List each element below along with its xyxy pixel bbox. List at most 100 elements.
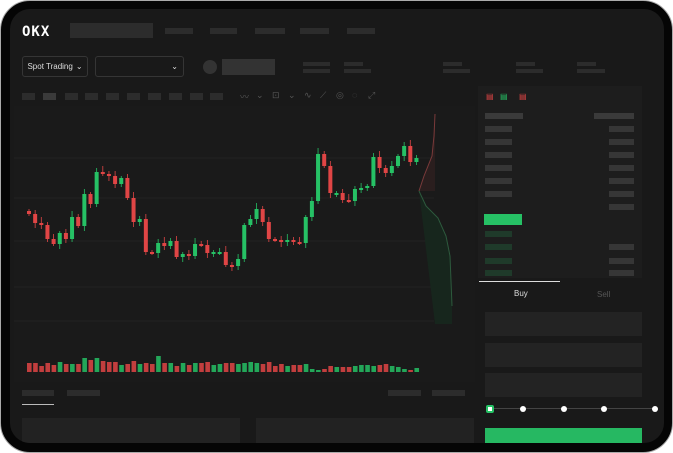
timeframe-button[interactable] xyxy=(210,93,223,100)
buy-submit-button[interactable] xyxy=(485,428,642,443)
chart-tool-icon[interactable]: ◌ xyxy=(352,90,358,100)
candle-body xyxy=(186,254,191,256)
tab-underline xyxy=(22,404,54,405)
timeframe-button[interactable] xyxy=(148,93,161,100)
spot-trading-button[interactable]: Spot Trading ⌄ xyxy=(22,56,88,77)
candle-body xyxy=(33,214,38,223)
chart-tool-icon[interactable]: ⌄ xyxy=(256,90,264,100)
candle-body xyxy=(377,157,382,168)
chart-canvas xyxy=(14,113,453,372)
chart-tool-icon[interactable]: ∿ xyxy=(304,90,312,100)
ask-size xyxy=(609,126,634,132)
tab-sell[interactable]: Sell xyxy=(597,290,611,299)
depth-asks-area xyxy=(419,114,435,191)
volume-bar xyxy=(45,363,51,372)
slider-step[interactable] xyxy=(520,406,526,412)
screen: OKX Spot Trading ⌄ ⌄ 〰 ⌄ ⊡ ⌄ ∿ ⟋ ◎ ◌ ⤢ ▤ ▤ ▤ Buy … xyxy=(10,9,664,443)
timeframe-button[interactable] xyxy=(190,93,203,100)
chart-tool-icon[interactable]: ⌄ xyxy=(288,90,296,100)
candle-body xyxy=(94,172,99,204)
candle-body xyxy=(322,154,327,166)
volume-bar xyxy=(371,366,376,372)
nav-item[interactable] xyxy=(347,28,375,34)
timeframe-button[interactable] xyxy=(65,93,78,100)
amount-input[interactable] xyxy=(485,343,642,367)
bid-price xyxy=(485,270,512,276)
ask-size xyxy=(609,191,634,197)
nav-item[interactable] xyxy=(210,28,237,34)
volume-bar xyxy=(143,363,149,372)
candle-body xyxy=(125,178,130,198)
volume-bar xyxy=(205,362,210,372)
timeframe-button[interactable] xyxy=(169,93,182,100)
candle-body xyxy=(143,219,148,252)
volume-bar xyxy=(168,363,174,372)
slider-step[interactable] xyxy=(652,406,658,412)
bid-price xyxy=(485,258,512,264)
volume-bar xyxy=(223,363,229,372)
candle-body xyxy=(408,146,413,162)
orderbook-both-icon[interactable]: ▤ xyxy=(486,92,494,101)
chevron-down-icon: ⌄ xyxy=(171,62,178,71)
volume-bar xyxy=(309,369,315,372)
tab-open-orders[interactable] xyxy=(22,390,54,396)
candle-body xyxy=(236,259,241,266)
total-input[interactable] xyxy=(485,373,642,397)
chart-tool-icon[interactable]: ◎ xyxy=(336,90,344,100)
slider-handle[interactable] xyxy=(486,405,494,413)
orderbook-header xyxy=(485,113,523,119)
volume-bar xyxy=(27,363,32,372)
candle-body xyxy=(285,240,290,242)
volume-bar xyxy=(248,362,253,372)
candle-body xyxy=(396,156,400,166)
ask-size xyxy=(609,204,634,210)
candle-body xyxy=(211,252,216,254)
volume-bar xyxy=(174,366,180,372)
nav-item[interactable] xyxy=(165,28,193,34)
chart-tool-icon[interactable]: ⟋ xyxy=(320,90,327,100)
candle-body xyxy=(383,168,388,173)
slider-step[interactable] xyxy=(601,406,607,412)
okx-logo[interactable]: OKX xyxy=(22,24,51,40)
orderbook-asks-icon[interactable]: ▤ xyxy=(519,92,527,101)
candle-body xyxy=(359,188,364,190)
bid-size xyxy=(609,244,634,250)
timeframe-button[interactable] xyxy=(106,93,119,100)
nav-item[interactable] xyxy=(255,28,285,34)
filter-button[interactable] xyxy=(388,390,421,396)
timeframe-button[interactable] xyxy=(127,93,140,100)
pair-select[interactable]: ⌄ xyxy=(95,56,184,77)
amount-slider[interactable] xyxy=(490,408,656,409)
volume-bar xyxy=(100,361,106,372)
candle-body xyxy=(352,189,357,201)
candle-body xyxy=(340,193,345,200)
candle-body xyxy=(70,217,75,239)
volume-bar xyxy=(303,364,309,372)
candle-body xyxy=(242,225,247,259)
chart-tool-icon[interactable]: ⊡ xyxy=(272,90,280,100)
nav-item[interactable] xyxy=(300,28,329,34)
candlestick-chart[interactable] xyxy=(14,106,475,382)
ask-size xyxy=(609,165,634,171)
tab-history[interactable] xyxy=(67,390,100,396)
candle-body xyxy=(156,243,161,253)
price-input[interactable] xyxy=(485,312,642,336)
buy-tab-underline xyxy=(479,281,560,282)
volume-bar xyxy=(156,356,161,372)
volume-bar xyxy=(285,366,290,372)
volume-bar xyxy=(322,369,327,372)
filter-button[interactable] xyxy=(432,390,465,396)
bid-size xyxy=(609,258,634,264)
volume-bar xyxy=(217,364,223,372)
tab-buy[interactable]: Buy xyxy=(514,289,528,298)
chart-tool-icon[interactable]: 〰 xyxy=(240,92,250,102)
timeframe-button[interactable] xyxy=(22,93,35,100)
timeframe-button[interactable] xyxy=(43,93,56,100)
chart-tool-icon[interactable]: ⤢ xyxy=(368,90,376,100)
slider-step[interactable] xyxy=(561,406,567,412)
volume-bar xyxy=(334,367,340,372)
candle-body xyxy=(328,166,333,193)
search-bar[interactable] xyxy=(70,23,153,38)
orderbook-bids-icon[interactable]: ▤ xyxy=(500,92,508,101)
timeframe-button[interactable] xyxy=(85,93,98,100)
